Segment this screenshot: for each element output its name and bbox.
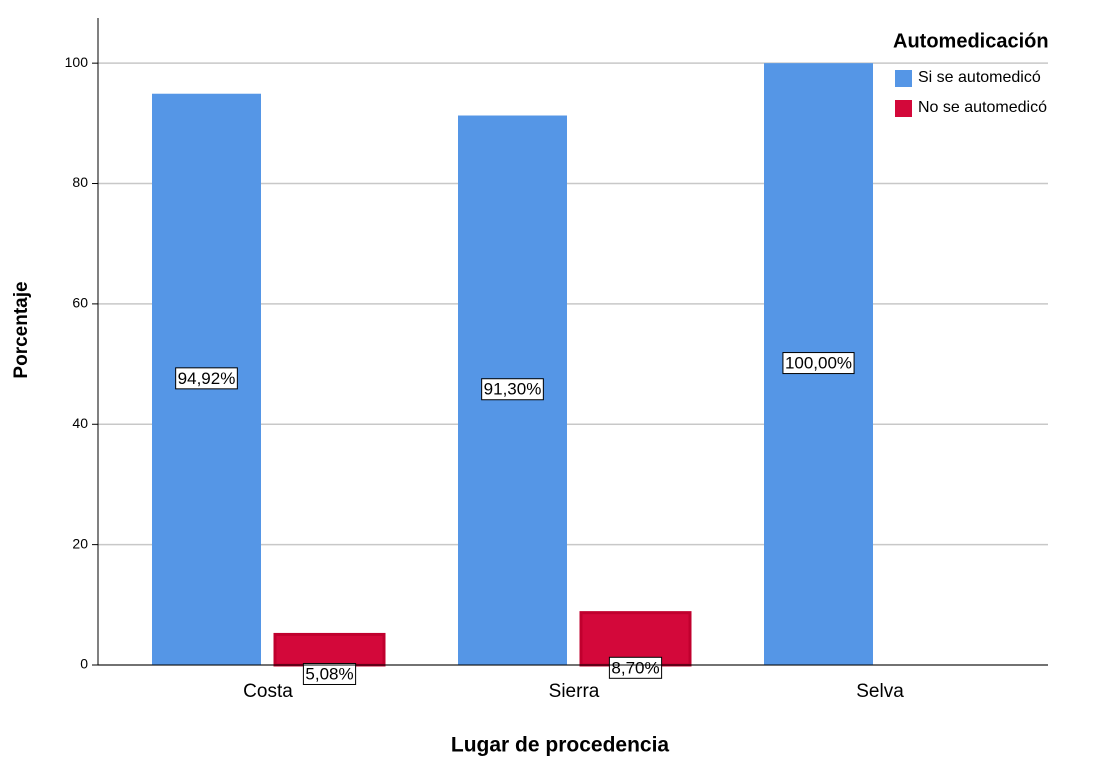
x-tick-label: Sierra (549, 681, 600, 702)
data-label: 91,30% (484, 380, 542, 399)
data-label: 94,92% (178, 369, 236, 388)
bar (273, 632, 386, 667)
bar (579, 611, 692, 667)
y-tick-label: 20 (72, 535, 88, 551)
legend-label: Si se automedicó (918, 69, 1041, 86)
legend-title: Automedicación (893, 30, 1049, 52)
legend-swatch (895, 70, 912, 87)
data-label-box (302, 662, 357, 685)
legend-swatch (895, 100, 912, 117)
legend-label: No se automedicó (918, 99, 1047, 116)
x-tick-label: Selva (856, 681, 904, 702)
y-tick-label: 80 (72, 174, 88, 190)
x-tick-label: Costa (243, 681, 293, 702)
y-tick-label: 0 (80, 656, 88, 672)
x-axis-label: Lugar de procedencia (451, 734, 670, 757)
data-label-box (481, 378, 544, 401)
y-axis-label: Porcentaje (11, 281, 32, 378)
data-label: 5,08% (305, 664, 353, 683)
data-label-box (608, 656, 663, 679)
y-tick-label: 60 (72, 295, 88, 311)
data-label-box (782, 352, 855, 375)
y-tick-label: 40 (72, 415, 88, 431)
data-label-box (175, 367, 238, 390)
data-label: 8,70% (611, 658, 659, 677)
data-label: 100,00% (785, 354, 852, 373)
y-tick-label: 100 (65, 54, 89, 70)
